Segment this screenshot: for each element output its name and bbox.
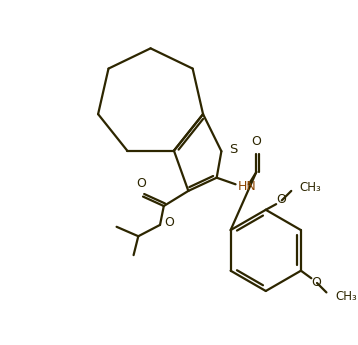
Text: S: S — [229, 143, 237, 156]
Text: O: O — [136, 177, 146, 190]
Text: O: O — [276, 193, 286, 206]
Text: O: O — [164, 216, 174, 229]
Text: CH₃: CH₃ — [300, 181, 321, 194]
Text: O: O — [311, 276, 321, 289]
Text: HN: HN — [237, 180, 256, 193]
Text: CH₃: CH₃ — [335, 290, 357, 303]
Text: O: O — [251, 136, 261, 148]
